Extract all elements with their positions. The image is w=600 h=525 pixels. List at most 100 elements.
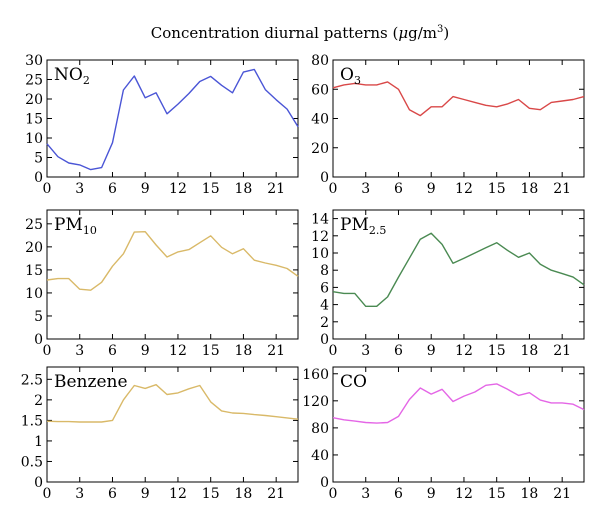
x-tick-label: 6 [108, 486, 117, 502]
x-tick-label: 18 [521, 343, 539, 359]
x-tick-label: 18 [235, 343, 253, 359]
x-tick-label: 0 [329, 343, 338, 359]
y-tick-label: 0 [34, 475, 43, 491]
plot-frame [46, 366, 299, 483]
x-tick-label: 21 [267, 486, 285, 502]
y-tick-label: 25 [25, 73, 43, 89]
x-tick-label: 18 [235, 181, 253, 197]
y-tick-label: 1 [34, 434, 43, 450]
panel-co: 0 3 6 9 12 15 18 21 0 40 80 120 160 CO [302, 366, 585, 502]
x-tick-label: 9 [141, 486, 150, 502]
y-tick-label: 40 [311, 448, 329, 464]
y-tick-label: 30 [25, 53, 43, 69]
panel-o3: 0 3 6 9 12 15 18 21 0 20 40 60 80 O3 [311, 53, 585, 197]
x-tick-label: 6 [108, 343, 117, 359]
panel-title-co: CO [340, 372, 367, 392]
y-tick-label: 80 [311, 53, 329, 69]
y-tick-label: 15 [25, 112, 43, 128]
x-tick-label: 15 [202, 486, 220, 502]
x-tick-label: 12 [169, 486, 187, 502]
x-tick-label: 15 [202, 343, 220, 359]
x-tick-label: 0 [43, 181, 52, 197]
y-tick-label: 14 [311, 212, 329, 228]
x-tick-label: 18 [521, 486, 539, 502]
y-tick-label: 20 [25, 92, 43, 108]
series-line-pm25 [332, 232, 585, 307]
x-tick-label: 3 [361, 181, 370, 197]
y-tick-label: 0.5 [21, 454, 43, 470]
y-tick-label: 25 [25, 217, 43, 233]
x-tick-label: 6 [394, 181, 403, 197]
y-tick-label: 0 [320, 332, 329, 348]
y-tick-label: 0 [34, 332, 43, 348]
series-line-o3 [332, 81, 585, 117]
panel-title-benzene: Benzene [54, 372, 128, 392]
x-tick-label: 3 [75, 181, 84, 197]
y-tick-label: 10 [311, 246, 329, 262]
x-tick-label: 12 [455, 343, 473, 359]
panel-title-pm10: PM10 [54, 215, 97, 237]
x-tick-label: 0 [43, 343, 52, 359]
x-tick-label: 0 [329, 486, 338, 502]
panel-title-pm25: PM2.5 [340, 215, 386, 237]
y-tick-label: 10 [25, 131, 43, 147]
x-tick-label: 3 [75, 486, 84, 502]
y-tick-label: 6 [320, 280, 329, 296]
plot-frame [332, 209, 585, 340]
y-tick-label: 8 [320, 263, 329, 279]
x-tick-label: 21 [553, 486, 571, 502]
x-tick-label: 21 [267, 343, 285, 359]
x-tick-label: 12 [455, 181, 473, 197]
panel-title-no2: NO2 [54, 65, 90, 87]
y-tick-label: 80 [311, 421, 329, 437]
plot-frame [332, 59, 585, 178]
x-tick-label: 9 [427, 181, 436, 197]
x-tick-label: 9 [427, 486, 436, 502]
series-line-benzene [46, 384, 299, 423]
series-line-no2 [46, 68, 299, 171]
y-tick-label: 5 [34, 151, 43, 167]
panel-title-o3: O3 [340, 65, 361, 87]
y-tick-label: 160 [302, 367, 329, 383]
x-tick-label: 12 [169, 181, 187, 197]
x-tick-label: 12 [169, 343, 187, 359]
x-tick-label: 6 [394, 343, 403, 359]
x-tick-label: 9 [141, 181, 150, 197]
x-tick-label: 18 [235, 486, 253, 502]
figure-title: Concentration diurnal patterns (μg/m3) [151, 24, 449, 42]
x-tick-label: 21 [267, 181, 285, 197]
x-tick-label: 15 [202, 181, 220, 197]
x-tick-label: 3 [361, 343, 370, 359]
y-tick-label: 2 [320, 315, 329, 331]
y-tick-label: 15 [25, 263, 43, 279]
panel-pm10: 0 3 6 9 12 15 18 21 0 5 10 15 20 25 PM10 [25, 209, 299, 359]
x-tick-label: 15 [488, 343, 506, 359]
x-tick-label: 0 [43, 486, 52, 502]
y-tick-label: 20 [25, 240, 43, 256]
y-tick-label: 5 [34, 309, 43, 325]
y-tick-label: 0 [34, 170, 43, 186]
series-line-co [332, 383, 585, 424]
x-tick-label: 12 [455, 486, 473, 502]
x-tick-label: 9 [141, 343, 150, 359]
y-tick-label: 0 [320, 475, 329, 491]
x-tick-label: 0 [329, 181, 338, 197]
y-tick-label: 2.5 [21, 372, 43, 388]
series-line-pm10 [46, 230, 299, 291]
x-tick-label: 6 [394, 486, 403, 502]
x-tick-label: 15 [488, 486, 506, 502]
y-tick-label: 20 [311, 141, 329, 157]
x-tick-label: 18 [521, 181, 539, 197]
x-tick-label: 21 [553, 181, 571, 197]
y-tick-label: 60 [311, 82, 329, 98]
x-tick-label: 15 [488, 181, 506, 197]
y-tick-label: 4 [320, 298, 329, 314]
x-tick-label: 3 [75, 343, 84, 359]
y-tick-label: 40 [311, 112, 329, 128]
x-tick-label: 21 [553, 343, 571, 359]
